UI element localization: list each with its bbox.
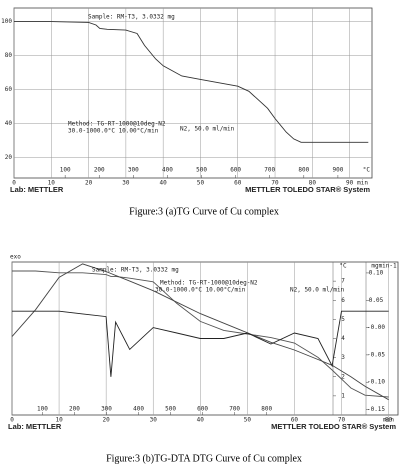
- y-tick-label: 40: [5, 120, 13, 127]
- x2-tick-label: 800: [298, 167, 309, 174]
- x2-tick-label: 500: [196, 167, 207, 174]
- y3-tick-label: -0.10: [367, 379, 385, 386]
- x2-tick-label: 600: [230, 167, 241, 174]
- y-tick-label: 20: [5, 154, 13, 161]
- annotation: 30.0-1000.0°C 10.00°C/min: [68, 128, 159, 135]
- x-tick-label: 30: [150, 417, 158, 424]
- y2-tick-label: 1: [341, 392, 345, 399]
- y2-tick-label: 5: [341, 316, 345, 323]
- x-tick-label: 0: [10, 417, 14, 424]
- series-line: [11, 263, 389, 401]
- brand-label: METTLER TOLEDO STAR® System: [271, 422, 396, 431]
- x-tick-label: 40: [160, 180, 168, 187]
- series-line: [12, 270, 389, 398]
- y-tick-label: 60: [5, 86, 13, 93]
- x2-tick-label: 700: [229, 406, 240, 413]
- x2-tick-label: 100: [37, 406, 48, 413]
- x-axis-unit: min: [383, 417, 394, 424]
- x-tick-label: 50: [244, 417, 252, 424]
- brand-label: METTLER TOLEDO STAR® System: [245, 185, 370, 194]
- x-axis-unit: min: [357, 180, 368, 187]
- annotation: N2, 50.0 ml/min: [290, 287, 345, 294]
- plot-frame: [13, 7, 373, 179]
- y2-tick-label: 4: [341, 335, 345, 342]
- x2-tick-label: 400: [133, 406, 144, 413]
- x2-tick-label: 600: [197, 406, 208, 413]
- x-tick-label: 80: [385, 417, 393, 424]
- y3-axis-unit: mgmin-1: [371, 263, 397, 270]
- y3-tick-label: -0.05: [367, 351, 385, 358]
- x-tick-label: 40: [197, 417, 205, 424]
- y3-tick-label: 0.10: [369, 269, 384, 276]
- y3-tick-label: 0.05: [369, 297, 384, 304]
- y2-tick-label: 2: [341, 373, 345, 380]
- y2-tick-label: 3: [341, 354, 345, 361]
- lab-label: Lab: METTLER: [8, 422, 62, 431]
- x2-tick-label: 300: [128, 167, 139, 174]
- annotation: Method: TG-RT-1000@10deg-N2: [160, 280, 258, 287]
- x-tick-label: 10: [55, 417, 63, 424]
- y-tick-label: 100: [1, 18, 12, 25]
- y3-tick-label: -0.00: [367, 324, 385, 331]
- x2-tick-label: 100: [60, 167, 71, 174]
- x-tick-label: 90: [346, 180, 354, 187]
- series-line: [12, 310, 389, 377]
- x-tick-label: 20: [85, 180, 93, 187]
- annotation: N2, 50.0 ml/min: [180, 126, 235, 133]
- x-tick-label: 20: [103, 417, 111, 424]
- x2-tick-label: 200: [69, 406, 80, 413]
- y2-axis-unit: °C: [339, 263, 347, 270]
- y3-tick-label: -0.15: [367, 406, 385, 413]
- caption: Figure:3 (b)TG-DTA DTG Curve of Cu compl…: [106, 453, 302, 464]
- x-tick-label: 0: [12, 180, 16, 187]
- caption: Figure:3 (a)TG Curve of Cu complex: [129, 206, 279, 217]
- x2-axis-unit: °C: [363, 167, 371, 174]
- lab-label: Lab: METTLER: [10, 185, 64, 194]
- x2-tick-label: 500: [165, 406, 176, 413]
- x2-tick-label: 300: [101, 406, 112, 413]
- annotation: Sample: RM-T3, 3.0332 mg: [92, 267, 179, 274]
- x-tick-label: 10: [48, 180, 56, 187]
- y-tick-label: 80: [5, 52, 13, 59]
- x-tick-label: 60: [234, 180, 242, 187]
- series-line: [14, 21, 369, 143]
- y2-tick-label: 6: [341, 297, 345, 304]
- x-tick-label: 70: [271, 180, 279, 187]
- x2-tick-label: 700: [264, 167, 275, 174]
- x-tick-label: 80: [309, 180, 317, 187]
- annotation: 30.0-1000.0°C 10.00°C/min: [155, 287, 246, 294]
- x2-tick-label: 900: [332, 167, 343, 174]
- x2-tick-label: 200: [94, 167, 105, 174]
- x-tick-label: 70: [338, 417, 346, 424]
- x2-tick-label: 800: [261, 406, 272, 413]
- x-tick-label: 50: [197, 180, 205, 187]
- x-tick-label: 30: [122, 180, 130, 187]
- annotation: Sample: RM-T3, 3.0332 mg: [88, 14, 175, 21]
- annotation: Method: TG-RT-1000@10deg-N2: [68, 121, 166, 128]
- corner-label: exo: [10, 254, 21, 261]
- y2-tick-label: 7: [341, 278, 345, 285]
- x-tick-label: 60: [291, 417, 299, 424]
- x2-tick-label: 400: [162, 167, 173, 174]
